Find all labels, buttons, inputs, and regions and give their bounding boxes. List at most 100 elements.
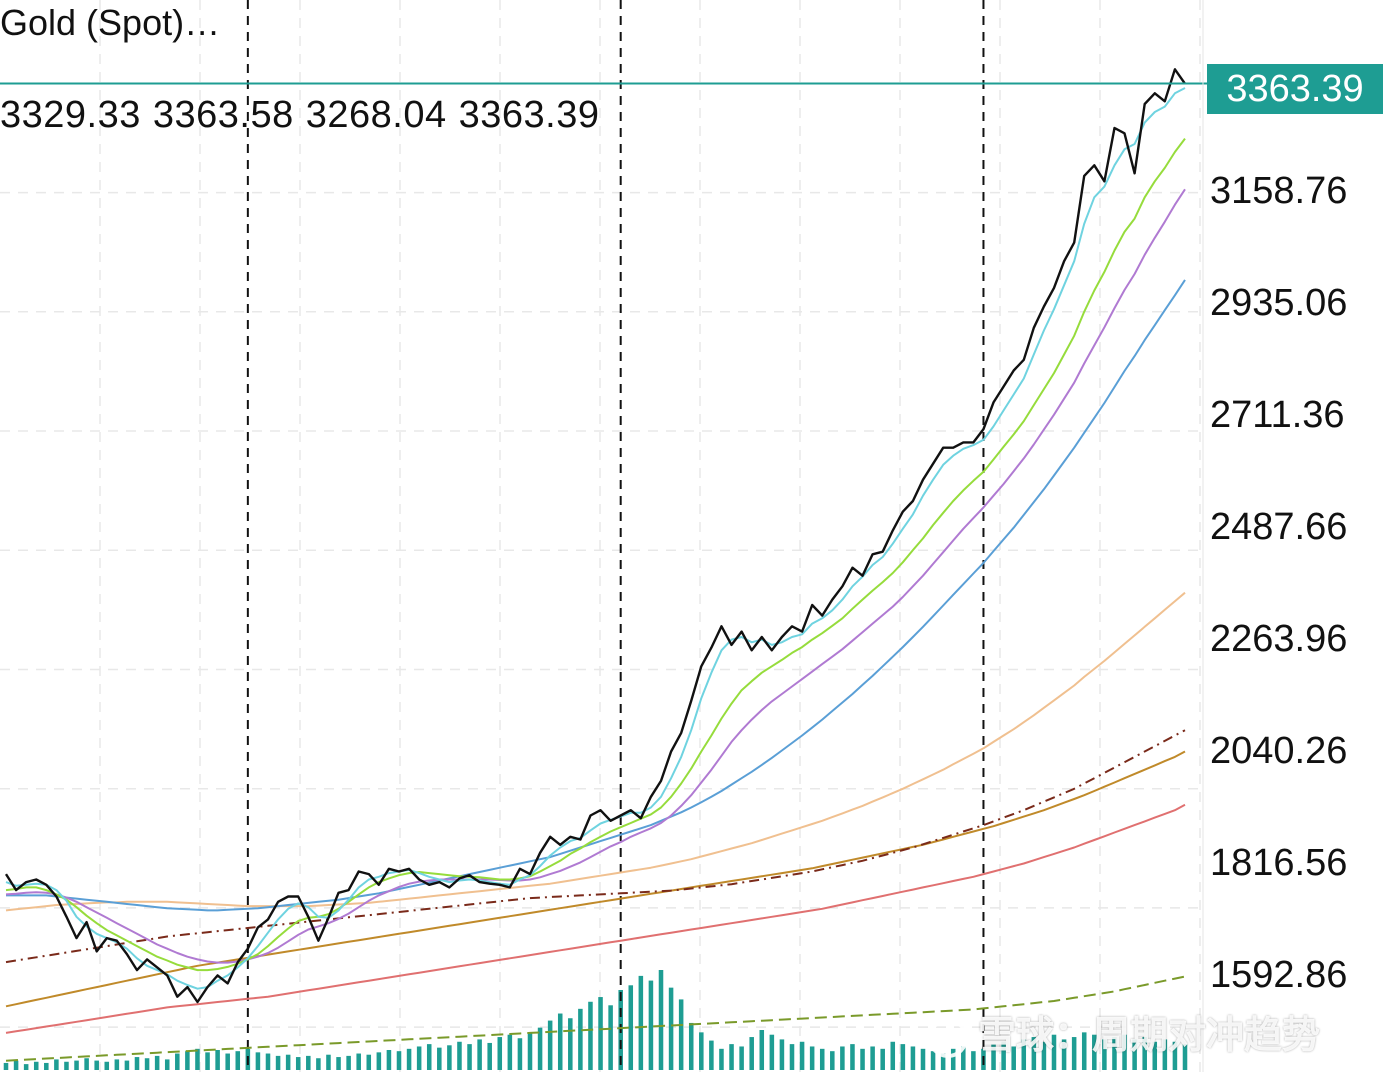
volume-bar: [719, 1048, 724, 1070]
ma-series: [4, 68, 1186, 1062]
volume-bar: [1011, 1046, 1016, 1070]
series-line-ma_purple: [5, 188, 1186, 964]
volume-bar: [930, 1051, 936, 1070]
instrument-title[interactable]: Gold (Spot)…: [0, 2, 221, 43]
volume-bar: [840, 1046, 845, 1070]
series-line-price: [4, 68, 1186, 1004]
volume-bar: [457, 1041, 462, 1070]
volume-bar: [426, 1044, 432, 1070]
volume-bar: [285, 1054, 291, 1070]
volume-bar: [799, 1041, 805, 1070]
volume-bar: [477, 1039, 482, 1070]
volume-bar: [175, 1053, 180, 1070]
snowball-logo-icon: [928, 1017, 968, 1058]
volume-bar: [1122, 1034, 1127, 1070]
volume-bar: [1172, 1041, 1178, 1070]
volume-bar: [557, 1013, 563, 1070]
volume-bar: [537, 1027, 543, 1070]
volume-bar: [195, 1048, 200, 1070]
volume-bar: [336, 1057, 341, 1070]
volume-bar: [830, 1051, 835, 1070]
y-tick-label: 2711.36: [1210, 394, 1345, 436]
y-tick-label: 2935.06: [1210, 282, 1348, 324]
volume-bar: [205, 1052, 210, 1070]
volume-bar: [547, 1020, 553, 1070]
volume-bar: [1102, 1039, 1107, 1070]
volume-bar: [1021, 1039, 1027, 1070]
chart-grid: [0, 0, 1203, 1072]
volume-bar: [1061, 1039, 1067, 1070]
volume-bar: [44, 1062, 49, 1070]
volume-bar: [598, 997, 603, 1070]
ohlc-close: 3363.39: [458, 94, 600, 136]
volume-bar: [809, 1046, 815, 1070]
volume-bar: [517, 1038, 523, 1070]
volume-bar: [497, 1037, 503, 1070]
volume-bar: [568, 1018, 573, 1070]
volume-bar: [154, 1055, 160, 1070]
volume-bar: [1152, 1041, 1158, 1070]
volume-bar: [668, 987, 674, 1070]
volume-bar: [306, 1055, 311, 1070]
volume-bar: [54, 1059, 59, 1070]
volume-bar: [74, 1060, 79, 1070]
volume-bar: [961, 1046, 966, 1070]
volume-bar: [658, 970, 664, 1070]
volume-bar: [578, 1008, 583, 1070]
ohlc-readout: 3329.33 3363.58 3268.04 3363.39: [0, 94, 612, 137]
volume-bar: [3, 1062, 9, 1070]
volume-bar: [416, 1046, 422, 1070]
volume-bar: [688, 1022, 694, 1070]
volume-bar: [376, 1052, 382, 1070]
volume-bar: [437, 1047, 442, 1070]
volume-bar: [1132, 1039, 1137, 1070]
y-tick-label: 1592.86: [1210, 954, 1348, 996]
volume-bar: [114, 1059, 120, 1070]
series-line-ma_darkred_dashdot: [5, 729, 1186, 964]
volume-bar: [971, 1051, 976, 1070]
volume-bar: [699, 1032, 704, 1070]
volume-bar: [144, 1058, 150, 1070]
volume-bar: [890, 1041, 896, 1070]
volume-bar: [346, 1055, 351, 1070]
volume-bar: [295, 1057, 301, 1070]
volume-bar: [950, 1048, 956, 1070]
series-line-ma_peach: [5, 591, 1186, 912]
ohlc-high: 3363.58: [152, 94, 294, 136]
volume-bar: [255, 1052, 261, 1070]
volume-bar: [850, 1044, 855, 1070]
watermark-text: 雪球：周期对冲趋势: [978, 1015, 1321, 1057]
volume-bar: [104, 1061, 110, 1070]
volume-bar: [396, 1051, 402, 1070]
y-tick-label: 1816.56: [1210, 842, 1348, 884]
volume-bar: [769, 1034, 775, 1070]
volume-bar: [638, 975, 644, 1070]
y-tick-label: 2263.96: [1210, 618, 1348, 660]
volume-bar: [1182, 1044, 1188, 1070]
volume-bar: [940, 1053, 946, 1070]
volume-bar: [275, 1055, 281, 1070]
volume-bar: [1142, 1037, 1147, 1070]
volume-bar: [880, 1048, 885, 1070]
volume-bar: [739, 1046, 744, 1070]
last-price-tag: 3363.39: [1207, 64, 1383, 114]
volume-bar: [406, 1048, 412, 1070]
volume-bar: [900, 1044, 906, 1070]
volume-bar: [215, 1050, 220, 1070]
volume-bar: [447, 1045, 452, 1070]
volume-bar: [678, 999, 684, 1070]
volume-bar: [628, 985, 634, 1070]
volume-bar: [779, 1039, 785, 1070]
ohlc-low: 3268.04: [305, 94, 447, 136]
volume-bar: [487, 1042, 492, 1070]
volume-bar: [225, 1053, 230, 1070]
volume-bar: [185, 1051, 190, 1070]
volume-bar: [84, 1058, 89, 1070]
series-line-ma_olive_dashed: [5, 975, 1186, 1062]
volume-bar: [356, 1053, 361, 1070]
volume-bar: [1031, 1037, 1037, 1070]
volume-bar: [709, 1040, 714, 1070]
volume-bar: [13, 1060, 19, 1070]
series-line-ma_red: [5, 803, 1186, 1034]
